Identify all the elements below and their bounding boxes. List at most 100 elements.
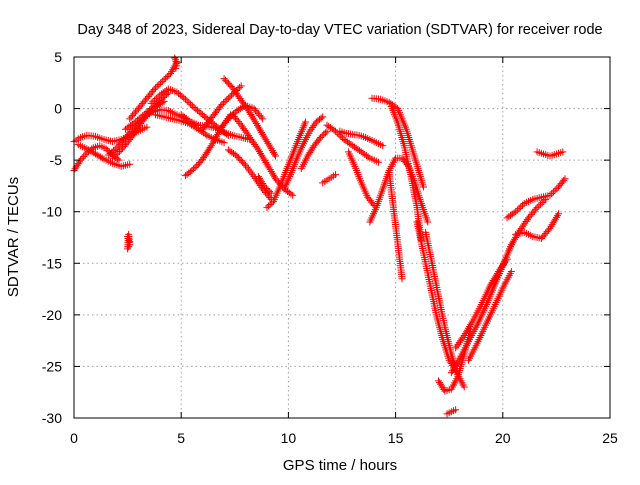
series-arc-t — [319, 171, 340, 187]
y-tick-label: -5 — [50, 152, 63, 168]
data-point — [262, 136, 270, 144]
data-point — [232, 114, 240, 122]
data-point — [152, 94, 160, 102]
data-point — [254, 123, 262, 131]
data-point — [201, 130, 209, 138]
y-tick-label: -20 — [42, 307, 62, 323]
data-point — [522, 217, 530, 225]
data-point — [143, 123, 151, 131]
data-point — [136, 103, 144, 111]
data-point — [559, 148, 567, 156]
data-point — [247, 135, 255, 143]
series-arc-ah — [503, 175, 569, 222]
series-arc-w — [344, 148, 378, 210]
data-point — [253, 108, 261, 116]
data-point — [251, 118, 259, 126]
data-point — [248, 112, 256, 120]
data-point — [520, 221, 528, 229]
series-arc-c — [74, 141, 134, 170]
data-layer — [70, 54, 569, 418]
data-point — [254, 146, 262, 154]
data-point — [75, 158, 83, 166]
data-point — [247, 111, 255, 119]
data-point — [269, 171, 277, 179]
data-point — [521, 219, 529, 227]
data-point — [220, 75, 228, 83]
data-point — [454, 340, 462, 348]
data-point — [232, 89, 240, 97]
data-point — [233, 152, 241, 160]
data-point — [463, 326, 471, 334]
series-arc-aj — [533, 148, 567, 160]
series-arc-v — [336, 127, 387, 150]
data-point — [109, 147, 117, 155]
data-point — [199, 111, 207, 119]
data-point — [111, 145, 119, 153]
data-point — [242, 128, 250, 136]
data-point — [129, 111, 137, 119]
data-point — [268, 199, 276, 207]
data-point — [119, 144, 127, 152]
series-cluster-c — [443, 406, 460, 418]
data-point — [151, 96, 159, 104]
data-point — [222, 118, 230, 126]
data-point — [545, 226, 553, 234]
data-point — [508, 239, 516, 247]
data-point — [259, 130, 267, 138]
series-arc-aa — [413, 218, 460, 375]
data-point — [259, 153, 267, 161]
data-point — [229, 111, 237, 119]
data-point — [261, 134, 269, 142]
data-point — [540, 231, 548, 239]
data-point — [449, 365, 457, 373]
data-point — [517, 225, 525, 233]
data-point — [140, 110, 148, 118]
data-point — [525, 214, 533, 222]
data-point — [132, 118, 140, 126]
data-point — [527, 210, 535, 218]
data-point — [272, 152, 280, 160]
data-point — [235, 93, 243, 101]
data-point — [137, 113, 145, 121]
data-point — [455, 356, 463, 364]
data-point — [263, 204, 271, 212]
data-point — [144, 107, 152, 115]
data-point — [143, 94, 151, 102]
data-point — [398, 275, 406, 283]
data-point — [121, 141, 129, 149]
series-cluster-e — [171, 54, 181, 72]
data-point — [507, 268, 515, 276]
data-point — [137, 120, 145, 128]
data-point — [453, 360, 461, 368]
data-point — [135, 115, 143, 123]
data-point — [127, 113, 135, 121]
data-point — [452, 361, 460, 369]
data-point — [252, 106, 260, 114]
data-point — [187, 100, 195, 108]
data-point — [219, 122, 227, 130]
data-point — [117, 146, 125, 154]
data-point — [141, 96, 149, 104]
data-point — [223, 117, 231, 125]
data-point — [98, 154, 106, 162]
data-point — [240, 125, 248, 133]
data-point — [266, 166, 274, 174]
data-point — [126, 136, 134, 144]
data-point — [157, 79, 165, 87]
series-cluster-b — [385, 169, 406, 283]
data-point — [519, 201, 527, 209]
data-point — [289, 191, 297, 199]
data-point — [239, 158, 247, 166]
data-point — [197, 109, 205, 117]
data-point — [530, 207, 538, 215]
data-point — [515, 204, 523, 212]
data-point — [104, 151, 112, 159]
data-point — [551, 215, 559, 223]
data-point — [238, 123, 246, 131]
data-point — [269, 148, 277, 156]
data-point — [252, 120, 260, 128]
series-arc-z — [387, 103, 425, 245]
data-point — [217, 123, 225, 131]
data-point — [147, 89, 155, 97]
